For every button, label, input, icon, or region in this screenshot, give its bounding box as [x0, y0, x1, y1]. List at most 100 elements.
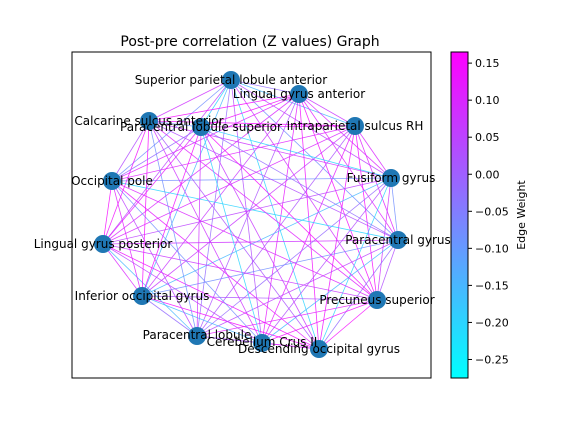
graph-edge [230, 79, 356, 127]
colorbar: 0.15 0.10 0.05 0.00 −0.05 −0.10 −0.15 −0.20 −0.2… [450, 51, 528, 379]
graph-node [188, 327, 206, 345]
graph-edge [376, 177, 392, 301]
graph-edge [148, 120, 392, 179]
graph-edge [111, 120, 150, 182]
graph-edge [102, 79, 232, 245]
graph-edge [148, 93, 300, 122]
graph-edge [390, 177, 399, 241]
node-label: Paracentral lobule [143, 328, 252, 342]
graph-node [103, 172, 121, 190]
colorbar-tick-label: 0.00 [475, 168, 500, 181]
graph-edge [318, 299, 378, 350]
colorbar-gradient [450, 51, 469, 379]
graph-edge [261, 299, 378, 344]
graph-node [222, 71, 240, 89]
graph-edge [200, 126, 263, 344]
graph-edge [102, 120, 150, 245]
graph-edge [200, 79, 232, 128]
graph-edge [196, 177, 392, 337]
graph-edge [261, 125, 356, 344]
graph-edge [354, 125, 378, 301]
colorbar-tick-label: −0.15 [475, 279, 509, 292]
graph-edge [102, 243, 198, 337]
graph-edge [102, 93, 300, 245]
graph-edge [141, 295, 320, 350]
graph-edge [354, 125, 392, 179]
graph-edge [102, 243, 263, 344]
graph-edge [318, 177, 392, 350]
node-label: Occipital pole [71, 174, 153, 188]
graph-edge [111, 180, 399, 241]
node-label: Paracentral gyrus [345, 233, 451, 247]
graph-edge [102, 126, 202, 245]
graph-edge [230, 79, 300, 95]
chart-title: Post-pre correlation (Z values) Graph [120, 34, 379, 50]
edge-layer [102, 79, 399, 350]
graph-node [94, 235, 112, 253]
graph-edge [196, 299, 378, 337]
colorbar-tick-label: −0.20 [475, 316, 509, 329]
node-label: Calcarine sulcus anterior [74, 114, 223, 128]
graph-edge [318, 125, 356, 350]
graph-edge [200, 126, 378, 301]
graph-edge [200, 93, 300, 128]
plot-frame [71, 51, 432, 379]
graph-edge [200, 125, 356, 128]
colorbar-tick-label: −0.05 [475, 205, 509, 218]
graph-edge [298, 93, 392, 179]
node-label: Intraparietal sulcus RH [287, 119, 424, 133]
graph-edge [102, 243, 143, 297]
graph-edge [376, 239, 399, 301]
node-label: Fusiform gyrus [347, 171, 436, 185]
node-label: Inferior occipital gyrus [75, 289, 210, 303]
graph-node [192, 118, 210, 136]
colorbar-tick-label: −0.10 [475, 242, 509, 255]
colorbar-label: Edge Weight [515, 180, 528, 250]
graph-edge [298, 93, 356, 127]
graph-edge [230, 79, 378, 301]
graph-node [382, 169, 400, 187]
graph-edge [141, 126, 202, 297]
graph-edge [230, 79, 392, 179]
node-label: Superior parietal lobule anterior [135, 73, 327, 87]
graph-node [140, 112, 158, 130]
graph-edge [196, 239, 399, 337]
graph-node [389, 231, 407, 249]
node-label: Lingual gyrus anterior [233, 87, 365, 101]
graph-node [253, 334, 271, 352]
graph-edge [141, 295, 198, 337]
graph-edge [200, 126, 392, 179]
graph-edge [111, 125, 356, 182]
colorbar-ticks: 0.15 0.10 0.05 0.00 −0.05 −0.10 −0.15 −0.20 −0.2… [468, 57, 509, 366]
graph-edge [318, 239, 399, 350]
graph-edge [148, 120, 399, 241]
node-label: Precuneus superior [319, 293, 434, 307]
node-label: Paracentral lobule superior [120, 120, 282, 134]
graph-edge [354, 125, 399, 241]
graph-edge [261, 93, 300, 344]
graph-edge [111, 79, 232, 182]
colorbar-tick-label: 0.05 [475, 131, 500, 144]
graph-edge [102, 239, 399, 245]
graph-edge [196, 335, 263, 344]
graph-node [133, 287, 151, 305]
graph-edge [111, 180, 263, 344]
graph-edge [141, 120, 150, 297]
graph-edge [102, 243, 320, 350]
graph-edge [141, 239, 399, 297]
graph-node [368, 291, 386, 309]
graph-edge [102, 177, 392, 245]
graph-edge [111, 180, 198, 337]
graph-edge [261, 239, 399, 344]
graph-node [290, 85, 308, 103]
graph-edge [141, 79, 232, 297]
graph-edge [141, 295, 263, 344]
graph-edge [148, 120, 356, 127]
colorbar-tick-label: 0.10 [475, 94, 500, 107]
graph-edge [111, 126, 202, 182]
graph-edge [111, 177, 392, 182]
node-label: Cerebellum Crus II [207, 335, 318, 349]
node-label: Descending occipital gyrus [238, 342, 400, 356]
node-label: Lingual gyrus posterior [34, 237, 173, 251]
